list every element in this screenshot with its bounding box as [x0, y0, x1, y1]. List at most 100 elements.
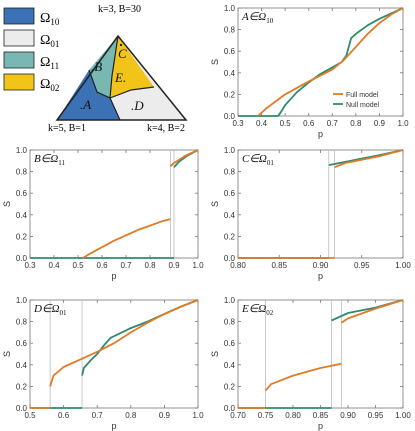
plot-frame	[237, 299, 404, 409]
x-tick-label: 0.80	[230, 261, 246, 270]
plot-frame	[29, 299, 199, 409]
x-tick-label: 1.00	[395, 411, 411, 420]
triangle-outline	[55, 34, 188, 121]
full-model-line	[334, 149, 404, 169]
x-axis-label: p	[318, 129, 323, 139]
x-tick-label: 0.6	[96, 261, 108, 270]
y-tick-label: 1.0	[224, 4, 236, 13]
x-axis-label: p	[318, 271, 323, 281]
y-tick-label: 0.0	[224, 254, 236, 263]
x-tick-label: 1.0	[192, 261, 204, 270]
x-tick-label: 0.70	[230, 411, 246, 420]
boundary-lines-3	[109, 86, 155, 99]
x-tick-label: 0.6	[58, 411, 70, 420]
plot-frame	[237, 7, 404, 117]
y-axis-label: S	[210, 201, 220, 207]
y-tick-label: 1.0	[224, 296, 236, 305]
x-axis-label: p	[318, 421, 323, 431]
y-tick-label: 0.8	[16, 318, 28, 327]
panel-e-chart: 0.70 0.75 0.80 0.85 0.90 0.95 1.00 0.0 0.2 0.4 0.6…	[210, 296, 411, 431]
y-tick-label: 0.2	[16, 232, 28, 241]
y-tick-label: 0.0	[224, 404, 236, 413]
y-tick-label: 0.6	[224, 339, 236, 348]
y-tick-label: 0.4	[224, 69, 236, 78]
region-legend: Ω10 Ω01 Ω11 Ω02	[3, 7, 60, 93]
legend-label-omega11: Ω11	[40, 55, 59, 71]
legend-label-omega10: Ω10	[40, 11, 60, 27]
x-tick-label: 1.00	[395, 261, 411, 270]
region-label-a: .A	[80, 97, 91, 112]
x-tick-label: 0.95	[354, 261, 370, 270]
plot-frame	[29, 149, 199, 259]
region-point-c	[119, 43, 123, 47]
phase-triangle: k=3, B=30 .A .B C E. .D k=5, B=1 k=4, B=…	[48, 4, 188, 134]
legend-swatch-omega11	[3, 51, 35, 69]
x-tick-label: 0.75	[258, 411, 274, 420]
y-tick-label: 0.2	[16, 382, 28, 391]
y-tick-label: 1.0	[16, 146, 28, 155]
triangle-left-label: k=5, B=1	[48, 123, 86, 134]
region-label-e: E.	[114, 70, 126, 85]
full-model-line	[340, 299, 404, 324]
y-tick-label: 0.4	[224, 361, 236, 370]
panel-title: C∈Ω01	[242, 153, 274, 167]
y-tick-label: 0.8	[224, 168, 236, 177]
legend-entry: Full model	[346, 92, 379, 99]
x-tick-label: 0.85	[313, 411, 329, 420]
y-axis-label: S	[210, 59, 220, 65]
panel-b-chart: 0.3 0.4 0.5 0.6 0.7 0.8 0.9 1.0 0.0 0.2 0.4 0.6 0.8 1…	[2, 146, 204, 281]
boundary-lines-2	[109, 35, 119, 99]
x-tick-label: 0.90	[340, 411, 356, 420]
x-tick-label: 0.5	[280, 119, 292, 128]
x-tick-label: 0.85	[271, 261, 287, 270]
plot-frame	[237, 149, 404, 259]
panel-title: A∈Ω10	[241, 11, 274, 25]
y-tick-label: 0.0	[16, 254, 28, 263]
triangle-top-label: k=3, B=30	[98, 4, 141, 15]
y-axis-label: S	[2, 201, 12, 207]
y-tick-label: 0.2	[224, 90, 236, 99]
x-axis-label: p	[111, 421, 116, 431]
x-tick-label: 0.4	[48, 261, 60, 270]
y-tick-label: 0.4	[16, 361, 28, 370]
x-tick-label: 0.6	[303, 119, 315, 128]
x-tick-label: 0.5	[72, 261, 84, 270]
y-tick-label: 0.6	[16, 189, 28, 198]
null-model-line	[81, 299, 199, 376]
y-tick-label: 0.8	[224, 26, 236, 35]
panel-title: B∈Ω11	[34, 153, 66, 167]
x-tick-label: 0.7	[120, 261, 132, 270]
region-label-c: C	[118, 46, 127, 61]
x-tick-label: 0.8	[144, 261, 156, 270]
legend-swatch-omega01	[3, 29, 35, 47]
y-tick-label: 0.6	[224, 47, 236, 56]
y-tick-label: 0.2	[224, 232, 236, 241]
y-tick-label: 0.0	[224, 112, 236, 121]
x-tick-label: 0.3	[24, 261, 36, 270]
region-label-b: .B	[91, 59, 102, 74]
y-axis-label: S	[210, 351, 220, 357]
y-tick-label: 0.6	[16, 339, 28, 348]
x-tick-label: 0.8	[125, 411, 137, 420]
x-tick-label: 1.0	[192, 411, 204, 420]
y-tick-label: 0.0	[16, 404, 28, 413]
y-tick-label: 1.0	[16, 296, 28, 305]
x-tick-label: 0.95	[368, 411, 384, 420]
boundary-lines	[88, 69, 121, 121]
x-axis-label: p	[111, 271, 116, 281]
x-tick-label: 0.5	[24, 411, 36, 420]
legend-swatch-omega02	[3, 73, 35, 91]
y-tick-label: 0.4	[224, 211, 236, 220]
panel-d-chart: 0.5 0.6 0.7 0.8 0.9 1.0 0.0 0.2 0.4 0.6 0.8 1.0 p S D∈…	[2, 296, 204, 431]
region-label-d: .D	[131, 98, 144, 113]
x-tick-label: 1.0	[397, 119, 409, 128]
x-tick-label: 0.9	[168, 261, 180, 270]
full-model-line	[49, 299, 199, 387]
panel-a-chart: 0.3 0.4 0.5 0.6 0.7 0.8 0.9 1.0 0.0 0.2 0.4 0.6 0.8 1…	[210, 4, 409, 139]
x-tick-label: 0.80	[285, 411, 301, 420]
x-tick-label: 0.9	[374, 119, 386, 128]
legend-label-omega02: Ω02	[40, 77, 59, 93]
legend-entry: Null model	[346, 102, 380, 109]
full-model-line	[82, 218, 171, 259]
